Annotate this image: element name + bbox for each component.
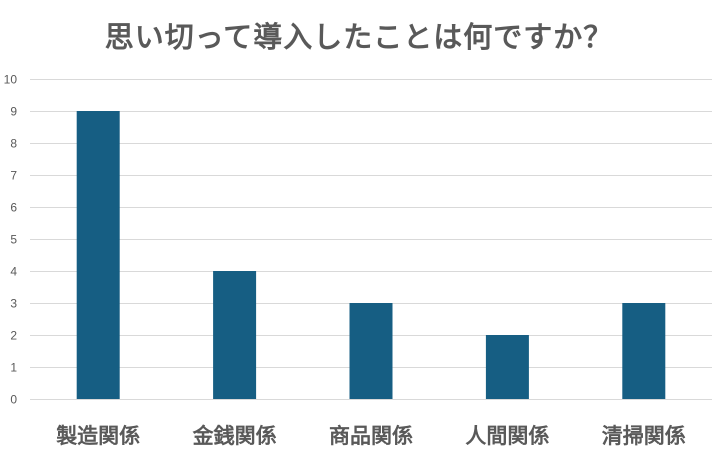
bars [76, 111, 666, 399]
y-tick-label: 6 [10, 201, 17, 215]
y-tick-label: 9 [10, 105, 17, 119]
x-tick-label: 商品関係 [329, 424, 413, 448]
y-tick-label: 3 [10, 297, 17, 311]
y-tick-label: 4 [10, 265, 17, 279]
x-tick-label: 製造関係 [55, 424, 140, 448]
bar [485, 335, 529, 399]
y-tick-label: 1 [10, 361, 17, 375]
x-tick-label: 人間関係 [465, 424, 549, 448]
y-tick-label: 2 [10, 329, 17, 343]
bar [76, 111, 120, 399]
x-tick-label: 金銭関係 [192, 424, 277, 448]
y-axis-ticks: 0 1 2 3 4 5 6 7 8 9 10 [4, 73, 18, 407]
y-tick-label: 0 [10, 393, 17, 407]
x-axis-ticks: 製造関係 金銭関係 商品関係 人間関係 清掃関係 [55, 424, 686, 448]
chart-title: 思い切って導入したことは何ですか？ [104, 20, 614, 54]
y-tick-label: 10 [4, 73, 18, 87]
x-tick-label: 清掃関係 [602, 424, 686, 448]
bar [213, 271, 257, 399]
y-tick-label: 8 [10, 137, 17, 151]
bar [349, 303, 393, 399]
bar [622, 303, 666, 399]
y-tick-label: 7 [10, 169, 17, 183]
y-tick-label: 5 [10, 233, 17, 247]
